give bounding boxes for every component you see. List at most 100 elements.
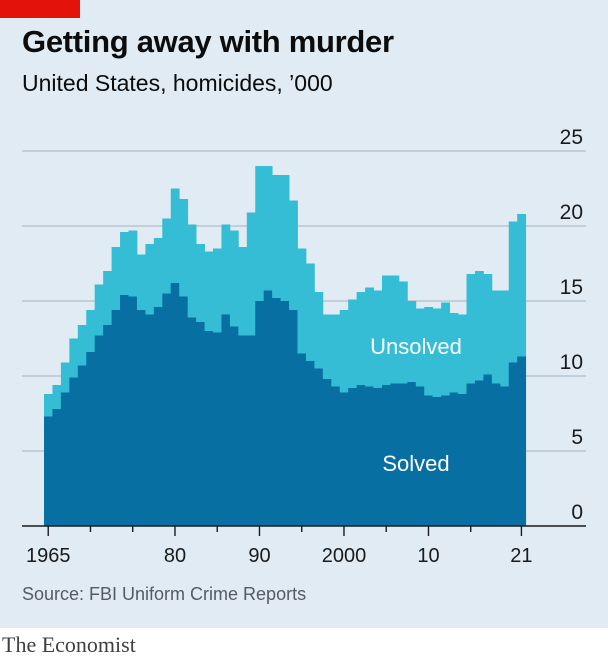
- bar-solved-1997: [314, 368, 324, 526]
- x-tick-label-1990: 90: [248, 545, 270, 567]
- x-tick-label-2010: 10: [417, 545, 439, 567]
- bar-unsolved-1999: [331, 314, 341, 387]
- bar-solved-1976: [136, 310, 146, 526]
- bar-unsolved-2012: [441, 302, 450, 396]
- bar-solved-2018: [491, 383, 501, 526]
- bar-unsolved-1973: [111, 247, 121, 310]
- bar-unsolved-1972: [103, 271, 112, 325]
- y-tick-label-10: 10: [560, 351, 583, 374]
- bar-unsolved-1974: [120, 232, 129, 295]
- bar-solved-1981: [179, 296, 189, 526]
- bar-unsolved-2013: [449, 313, 459, 393]
- bar-solved-1982: [187, 317, 197, 526]
- bar-solved-1996: [305, 361, 315, 526]
- bar-solved-1965: [44, 416, 53, 526]
- bar-unsolved-1977: [145, 244, 155, 315]
- bar-unsolved-1988: [238, 247, 248, 336]
- bar-unsolved-1965: [44, 394, 53, 417]
- bar-unsolved-2005: [382, 275, 391, 385]
- bar-unsolved-2008: [407, 301, 417, 382]
- bar-solved-2009: [415, 386, 425, 526]
- bar-solved-2019: [500, 386, 510, 526]
- bar-solved-2021: [517, 356, 527, 526]
- bar-solved-2007: [398, 383, 408, 526]
- x-tick-label-2021: 21: [510, 545, 532, 567]
- bar-solved-2005: [382, 385, 391, 526]
- bar-unsolved-2020: [508, 221, 518, 363]
- bar-unsolved-2004: [373, 290, 383, 388]
- bar-solved-1967: [60, 392, 70, 526]
- bar-solved-1984: [204, 331, 214, 526]
- bar-unsolved-1981: [179, 199, 189, 297]
- y-tick-labels: 0 5 10 15 20 25: [560, 126, 583, 524]
- bar-unsolved-1975: [128, 230, 138, 297]
- bar-unsolved-1996: [305, 263, 315, 361]
- bar-unsolved-2014: [458, 314, 467, 394]
- bar-solved-1986: [221, 314, 231, 526]
- bar-unsolved-1970: [86, 310, 96, 352]
- unsolved-annotation: Unsolved: [370, 334, 462, 359]
- bar-unsolved-1980: [170, 188, 180, 283]
- bar-solved-1988: [238, 335, 248, 526]
- bar-unsolved-1978: [153, 238, 163, 307]
- bar-solved-1987: [229, 326, 239, 526]
- bar-solved-2011: [432, 397, 442, 526]
- bar-unsolved-1984: [204, 251, 214, 331]
- bar-solved-1970: [86, 352, 96, 526]
- bar-unsolved-1979: [162, 218, 172, 294]
- axes: [22, 525, 586, 536]
- bar-unsolved-2010: [424, 307, 434, 396]
- bar-solved-2003: [365, 386, 374, 526]
- bar-solved-2001: [348, 388, 358, 526]
- bar-unsolved-1993: [280, 175, 290, 301]
- bar-solved-1989: [246, 335, 256, 526]
- bar-unsolved-1971: [94, 284, 104, 336]
- chart-svg: 0 5 10 15 20 25 1965 80 90 2000 10 21 Unsolved Sol…: [22, 126, 586, 567]
- bar-solved-1975: [128, 296, 138, 526]
- bar-solved-1990: [255, 301, 265, 526]
- bar-unsolved-2018: [491, 290, 501, 384]
- bar-solved-1985: [213, 332, 222, 526]
- bar-solved-1991: [263, 290, 273, 526]
- bar-unsolved-1991: [263, 166, 273, 291]
- bar-solved-1983: [196, 322, 205, 526]
- bar-solved-1966: [52, 409, 62, 526]
- brand-accent-tag: [0, 0, 80, 18]
- y-tick-label-0: 0: [571, 501, 583, 524]
- bar-unsolved-1969: [77, 325, 87, 366]
- bar-solved-2004: [373, 388, 383, 526]
- y-tick-label-5: 5: [571, 426, 583, 449]
- bar-solved-2006: [390, 383, 400, 526]
- bar-solved-2016: [474, 380, 484, 526]
- bar-unsolved-2000: [339, 310, 349, 393]
- x-tick-label-2000: 2000: [322, 545, 367, 567]
- bar-unsolved-2009: [415, 308, 425, 387]
- x-tick-label-1980: 80: [164, 545, 186, 567]
- bar-unsolved-2003: [365, 287, 374, 387]
- bar-unsolved-1998: [322, 314, 332, 379]
- bar-unsolved-2011: [432, 308, 442, 397]
- bar-solved-2012: [441, 395, 450, 526]
- bar-solved-2000: [339, 392, 349, 526]
- bar-solved-2013: [449, 392, 459, 526]
- y-tick-label-20: 20: [560, 201, 583, 224]
- bar-solved-1993: [280, 301, 290, 526]
- bar-solved-2017: [483, 374, 493, 526]
- bar-unsolved-2019: [500, 290, 510, 387]
- bar-solved-1972: [103, 325, 112, 526]
- bar-solved-2002: [356, 385, 366, 526]
- bar-solved-1995: [297, 353, 307, 526]
- bar-unsolved-2016: [474, 271, 484, 381]
- solved-annotation: Solved: [382, 451, 449, 476]
- bar-solved-1977: [145, 314, 155, 526]
- series-annotations: Unsolved Solved: [370, 334, 462, 476]
- x-tick-label-1965: 1965: [26, 545, 71, 567]
- bar-unsolved-2017: [483, 274, 493, 375]
- bar-unsolved-1968: [69, 338, 79, 378]
- bar-unsolved-1994: [289, 200, 298, 310]
- bar-unsolved-1983: [196, 244, 205, 322]
- publisher-brand: The Economist: [2, 632, 136, 657]
- bar-unsolved-1967: [60, 362, 70, 393]
- bar-solved-2020: [508, 362, 518, 526]
- bar-unsolved-1990: [255, 166, 265, 301]
